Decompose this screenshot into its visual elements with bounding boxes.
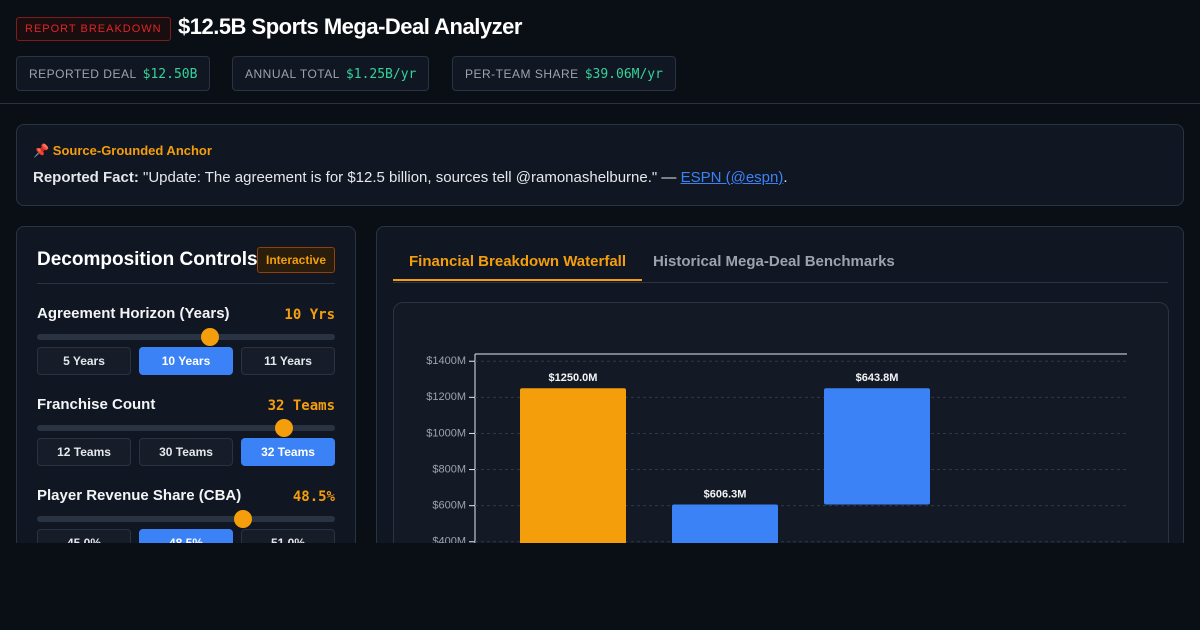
stat-label: REPORTED DEAL bbox=[29, 67, 137, 81]
tab-underline bbox=[393, 282, 1168, 283]
option-button[interactable]: 30 Teams bbox=[139, 438, 233, 466]
anchor-title: 📌 Source-Grounded Anchor bbox=[33, 143, 212, 158]
option-button[interactable]: 12 Teams bbox=[37, 438, 131, 466]
y-tick-label: $1200M bbox=[426, 391, 466, 403]
control-label: Franchise Count bbox=[37, 396, 156, 413]
anchor-fact: Reported Fact: "Update: The agreement is… bbox=[33, 169, 788, 186]
controls-panel: Decomposition Controls Interactive Agree… bbox=[16, 226, 356, 543]
stat-pill: REPORTED DEAL $12.50B bbox=[16, 56, 211, 91]
tab[interactable]: Historical Mega-Deal Benchmarks bbox=[653, 253, 895, 270]
control-value: 32 Teams bbox=[267, 398, 335, 414]
bar-label: $643.8M bbox=[856, 372, 899, 384]
chart: $400M $600M $800M $1000M $1200M $1400M $1250.0… bbox=[426, 353, 1127, 543]
tab[interactable]: Financial Breakdown Waterfall bbox=[393, 245, 642, 281]
stat-value: $1.25B/yr bbox=[345, 67, 417, 82]
control-value: 48.5% bbox=[292, 489, 335, 505]
y-tick-label: $600M bbox=[432, 500, 466, 512]
option-button[interactable]: 5 Years bbox=[37, 347, 131, 375]
option-button[interactable]: 45.0% bbox=[37, 529, 131, 543]
anchor-card: 📌 Source-Grounded Anchor Reported Fact: … bbox=[16, 124, 1184, 206]
bar bbox=[520, 388, 626, 543]
controls-title: Decomposition Controls bbox=[37, 249, 258, 270]
slider-thumb[interactable] bbox=[200, 328, 219, 346]
bar bbox=[824, 388, 930, 505]
option-button[interactable]: 32 Teams bbox=[241, 438, 335, 466]
chart-box: $400M $600M $800M $1000M $1200M $1400M $1250.0… bbox=[393, 302, 1169, 543]
stat-value: $12.50B bbox=[142, 67, 198, 82]
stat-label: ANNUAL TOTAL bbox=[245, 67, 340, 81]
slider-track bbox=[37, 510, 335, 528]
interactive-badge: Interactive bbox=[257, 247, 335, 273]
slider-thumb[interactable] bbox=[233, 510, 252, 528]
y-tick-label: $1400M bbox=[426, 355, 466, 367]
option-button[interactable]: 48.5% bbox=[139, 529, 233, 543]
bar bbox=[672, 504, 778, 543]
y-tick-label: $1000M bbox=[426, 427, 466, 439]
fact-end: . bbox=[783, 169, 788, 186]
stat-value: $39.06M/yr bbox=[584, 67, 663, 82]
divider bbox=[0, 103, 1200, 104]
source-link[interactable]: ESPN (@espn) bbox=[680, 169, 784, 186]
chart-panel: $400M $600M $800M $1000M $1200M $1400M $1250.0… bbox=[376, 226, 1184, 543]
control-value: 10 Yrs bbox=[284, 307, 335, 323]
fact-quote: "Update: The agreement is for $12.5 bill… bbox=[143, 169, 677, 186]
bar-label: $606.3M bbox=[704, 488, 747, 500]
y-tick-label: $800M bbox=[432, 463, 466, 475]
stat-pill: ANNUAL TOTAL $1.25B/yr bbox=[232, 56, 430, 91]
control-label: Agreement Horizon (Years) bbox=[37, 305, 230, 322]
slider-track bbox=[37, 328, 335, 346]
report-badge: REPORT BREAKDOWN bbox=[16, 17, 171, 41]
slider-thumb[interactable] bbox=[275, 419, 294, 437]
stat-pill: PER-TEAM SHARE $39.06M/yr bbox=[452, 56, 676, 91]
bar-label: $1250.0M bbox=[549, 372, 598, 384]
slider-track bbox=[37, 419, 335, 437]
viewport: REPORT BREAKDOWN $12.5B Sports Mega-Deal… bbox=[0, 14, 1200, 543]
separator bbox=[37, 283, 335, 284]
option-button[interactable]: 10 Years bbox=[139, 347, 233, 375]
page-title: $12.5B Sports Mega-Deal Analyzer bbox=[178, 14, 522, 39]
y-tick-label: $400M bbox=[432, 536, 466, 543]
fact-label: Reported Fact: bbox=[33, 169, 139, 186]
stat-label: PER-TEAM SHARE bbox=[465, 67, 579, 81]
option-button[interactable]: 11 Years bbox=[241, 347, 335, 375]
option-button[interactable]: 51.0% bbox=[241, 529, 335, 543]
control-label: Player Revenue Share (CBA) bbox=[37, 487, 242, 504]
